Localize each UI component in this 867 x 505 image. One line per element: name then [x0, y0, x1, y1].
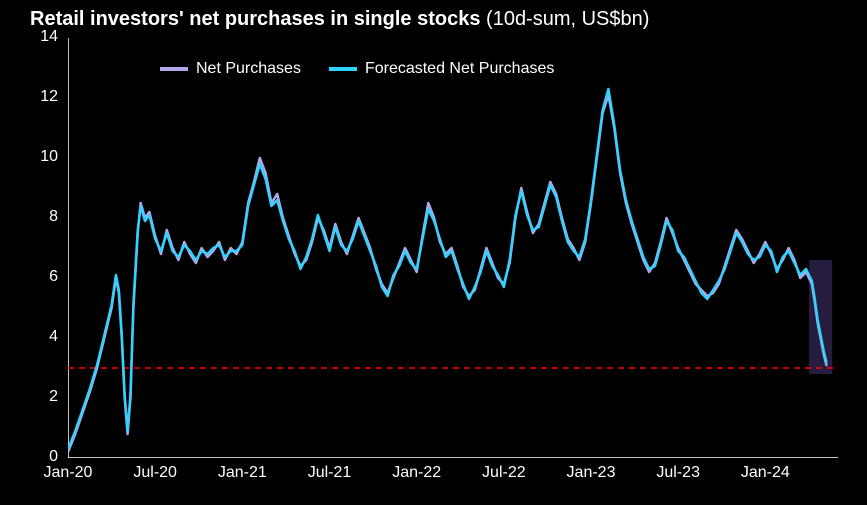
y-tick-label: 2 [49, 388, 58, 406]
x-tick-label: Jan-20 [38, 464, 98, 482]
x-tick-label: Jan-22 [387, 464, 447, 482]
legend-item-forecast: Forecasted Net Purchases [329, 60, 554, 78]
plot-svg [68, 38, 838, 458]
legend: Net Purchases Forecasted Net Purchases [160, 60, 554, 78]
x-tick-label: Jan-23 [561, 464, 621, 482]
title-main: Retail investors' net purchases in singl… [30, 8, 480, 30]
y-tick-label: 14 [40, 28, 58, 46]
y-tick-label: 6 [49, 268, 58, 286]
y-tick-label: 12 [40, 88, 58, 106]
legend-label-net: Net Purchases [196, 60, 301, 78]
legend-swatch-forecast [329, 67, 357, 71]
x-tick-label: Jul-23 [648, 464, 708, 482]
y-tick-label: 4 [49, 328, 58, 346]
legend-swatch-net [160, 67, 188, 71]
chart-container: Retail investors' net purchases in singl… [0, 0, 867, 505]
x-tick-label: Jan-24 [735, 464, 795, 482]
y-tick-label: 8 [49, 208, 58, 226]
legend-item-net: Net Purchases [160, 60, 301, 78]
x-tick-label: Jul-20 [125, 464, 185, 482]
x-tick-label: Jul-22 [474, 464, 534, 482]
x-tick-label: Jan-21 [212, 464, 272, 482]
title-sub: (10d-sum, US$bn) [486, 8, 649, 30]
x-tick-label: Jul-21 [300, 464, 360, 482]
legend-label-forecast: Forecasted Net Purchases [365, 60, 554, 78]
y-tick-label: 10 [40, 148, 58, 166]
chart-title: Retail investors' net purchases in singl… [30, 8, 649, 31]
